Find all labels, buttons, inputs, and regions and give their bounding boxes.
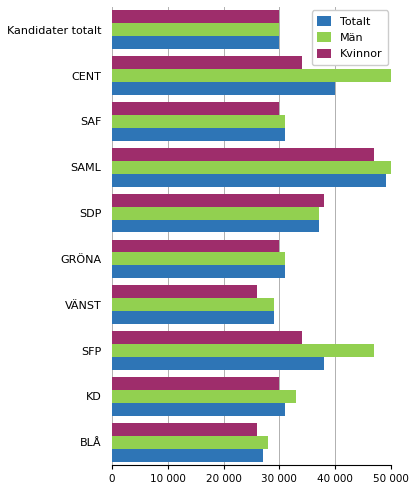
Bar xyxy=(112,115,285,128)
Bar xyxy=(112,240,280,252)
Bar xyxy=(112,436,268,449)
Bar xyxy=(112,377,280,390)
Bar xyxy=(112,174,386,187)
Bar xyxy=(112,69,391,82)
Bar xyxy=(112,285,257,298)
Bar xyxy=(112,265,285,278)
Bar xyxy=(112,207,319,219)
Bar xyxy=(112,161,391,174)
Bar xyxy=(112,423,257,436)
Bar xyxy=(112,194,324,207)
Bar xyxy=(112,298,274,311)
Bar xyxy=(112,311,274,324)
Bar xyxy=(112,468,235,482)
Bar xyxy=(112,24,280,36)
Bar xyxy=(112,357,324,370)
Bar xyxy=(112,219,319,232)
Bar xyxy=(112,344,374,357)
Bar xyxy=(112,482,229,491)
Legend: Totalt, Män, Kvinnor: Totalt, Män, Kvinnor xyxy=(312,10,388,65)
Bar xyxy=(112,449,262,462)
Bar xyxy=(112,390,296,403)
Bar xyxy=(112,10,280,24)
Bar xyxy=(112,36,280,49)
Bar xyxy=(112,331,302,344)
Bar xyxy=(112,252,285,265)
Bar xyxy=(112,82,335,95)
Bar xyxy=(112,56,302,69)
Bar xyxy=(112,148,374,161)
Bar xyxy=(112,0,229,3)
Bar xyxy=(112,403,285,416)
Bar xyxy=(112,102,280,115)
Bar xyxy=(112,128,285,141)
